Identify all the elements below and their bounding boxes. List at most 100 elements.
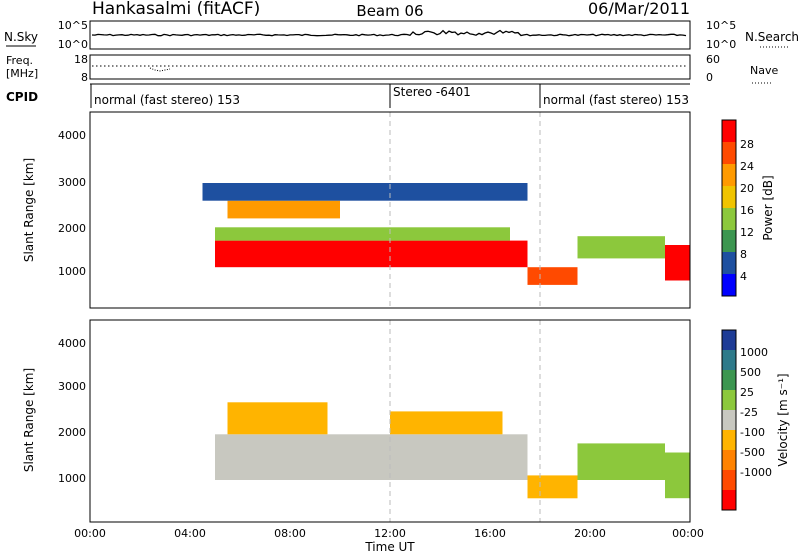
vel-cbar-tick-1000: 1000 [740, 346, 768, 359]
vel-cbar-tick-m25: -25 [740, 406, 758, 419]
vel-cbar-tick-25: 25 [740, 386, 754, 399]
power-region-1 [227, 200, 340, 219]
xtick-1200: 12:00 [374, 527, 406, 540]
freq-label-1: Freq. [6, 54, 33, 67]
noise-right-tick-bottom: 10^0 [706, 38, 736, 51]
vel-cbar-tick-500: 500 [740, 366, 761, 379]
velocity-ytick-2000: 2000 [58, 426, 86, 439]
velocity-region-0 [215, 434, 528, 480]
velocity-colorbar-label: Velocity [m s⁻¹] [776, 373, 790, 466]
velocity-colorbar-frame [721, 329, 737, 511]
power-panel: Slant Range [km] 4000 3000 2000 1000 [22, 111, 691, 309]
beam-title: Beam 06 [356, 2, 423, 20]
power-region-2 [215, 227, 510, 241]
nave-tick-bottom: 0 [706, 71, 713, 84]
power-ytick-4000: 4000 [58, 129, 86, 142]
cpid-segment-1: normal (fast stereo) 153 [94, 93, 240, 107]
velocity-colorbar-step-3 [722, 390, 736, 411]
velocity-colorbar-step-5 [722, 430, 736, 451]
power-region-4 [527, 267, 578, 285]
velocity-colorbar-step-7 [722, 470, 736, 491]
xtick-1600: 16:00 [474, 527, 506, 540]
velocity-ytick-4000: 4000 [58, 337, 86, 350]
power-colorbar: 28 24 20 16 12 8 4 Power [dB] [721, 119, 775, 297]
noise-right-label: N.Search [745, 30, 799, 44]
velocity-region-5 [665, 452, 690, 499]
power-ytick-3000: 3000 [58, 176, 86, 189]
power-cbar-tick-28: 28 [740, 138, 754, 151]
power-region-5 [577, 236, 665, 259]
velocity-region-3 [527, 475, 578, 499]
velocity-colorbar-step-8 [722, 490, 736, 511]
power-colorbar-step-6 [722, 252, 736, 275]
noise-sky-line [91, 29, 687, 37]
freq-label-2: [MHz] [6, 67, 38, 80]
noise-left-label: N.Sky [4, 30, 38, 44]
cpid-segment-3: normal (fast stereo) 153 [543, 93, 689, 107]
power-ytick-2000: 2000 [58, 222, 86, 235]
vel-cbar-tick-m1000: -1000 [740, 466, 772, 479]
power-colorbar-step-0 [722, 120, 736, 143]
power-region-0 [215, 240, 528, 268]
power-colorbar-step-2 [722, 164, 736, 187]
velocity-colorbar: 1000 500 25 -25 -100 -500 -1000 Velocity… [721, 329, 790, 511]
x-axis-label: Time UT [364, 540, 415, 554]
velocity-region-4 [577, 443, 665, 480]
velocity-ytick-3000: 3000 [58, 380, 86, 393]
power-cbar-tick-16: 16 [740, 204, 754, 217]
power-frame [89, 111, 691, 309]
xtick-0400: 04:00 [174, 527, 206, 540]
velocity-colorbar-steps [722, 330, 736, 511]
power-cbar-tick-24: 24 [740, 160, 754, 173]
power-cbar-tick-8: 8 [740, 248, 747, 261]
power-colorbar-step-7 [722, 274, 736, 297]
nave-label: Nave [750, 64, 778, 77]
power-colorbar-frame [721, 119, 737, 297]
velocity-colorbar-step-1 [722, 350, 736, 371]
cpid-segment-2: Stereo -6401 [393, 85, 471, 99]
power-colorbar-step-4 [722, 208, 736, 231]
power-cbar-tick-12: 12 [740, 226, 754, 239]
velocity-ytick-1000: 1000 [58, 472, 86, 485]
velocity-data [215, 402, 690, 499]
cpid-panel: CPID normal (fast stereo) 153 Stereo -64… [6, 83, 690, 108]
freq-frame [89, 54, 691, 80]
nave-tick-top: 60 [706, 53, 720, 66]
freq-panel: Freq. [MHz] 18 8 60 0 Nave [6, 53, 778, 84]
noise-left-tick-top: 10^5 [58, 19, 88, 32]
velocity-ylabel: Slant Range [km] [22, 368, 36, 472]
noise-left-tick-bottom: 10^0 [58, 38, 88, 51]
xtick-0800: 08:00 [274, 527, 306, 540]
power-cbar-tick-20: 20 [740, 182, 754, 195]
power-cbar-tick-4: 4 [740, 270, 747, 283]
x-axis: 00:00 04:00 08:00 12:00 16:00 20:00 00:0… [74, 527, 704, 554]
freq-tick-bottom: 8 [81, 71, 88, 84]
noise-frame [89, 20, 691, 50]
power-data [202, 183, 690, 285]
station-title: Hankasalmi (fitACF) [92, 0, 260, 19]
power-colorbar-step-5 [722, 230, 736, 253]
velocity-region-1 [227, 402, 328, 435]
vel-cbar-tick-m100: -100 [740, 426, 765, 439]
power-ytick-1000: 1000 [58, 265, 86, 278]
power-region-3 [202, 183, 528, 201]
power-ylabel: Slant Range [km] [22, 158, 36, 262]
noise-panel: N.Sky 10^5 10^0 10^5 10^0 N.Search [4, 19, 799, 51]
velocity-panel: Slant Range [km] 4000 3000 2000 1000 [22, 319, 691, 523]
power-colorbar-step-1 [722, 142, 736, 165]
date-title: 06/Mar/2011 [588, 0, 690, 18]
power-region-6 [665, 245, 690, 281]
power-colorbar-label: Power [dB] [761, 175, 775, 240]
power-colorbar-steps [722, 120, 736, 297]
cpid-label: CPID [6, 90, 38, 104]
vel-cbar-tick-m500: -500 [740, 446, 765, 459]
xtick-0000: 00:00 [74, 527, 106, 540]
velocity-colorbar-step-6 [722, 450, 736, 471]
noise-right-tick-top: 10^5 [706, 19, 736, 32]
velocity-frame [89, 319, 691, 523]
freq-tick-top: 18 [74, 53, 88, 66]
velocity-colorbar-step-2 [722, 370, 736, 391]
power-colorbar-step-3 [722, 186, 736, 209]
xtick-2000: 20:00 [574, 527, 606, 540]
